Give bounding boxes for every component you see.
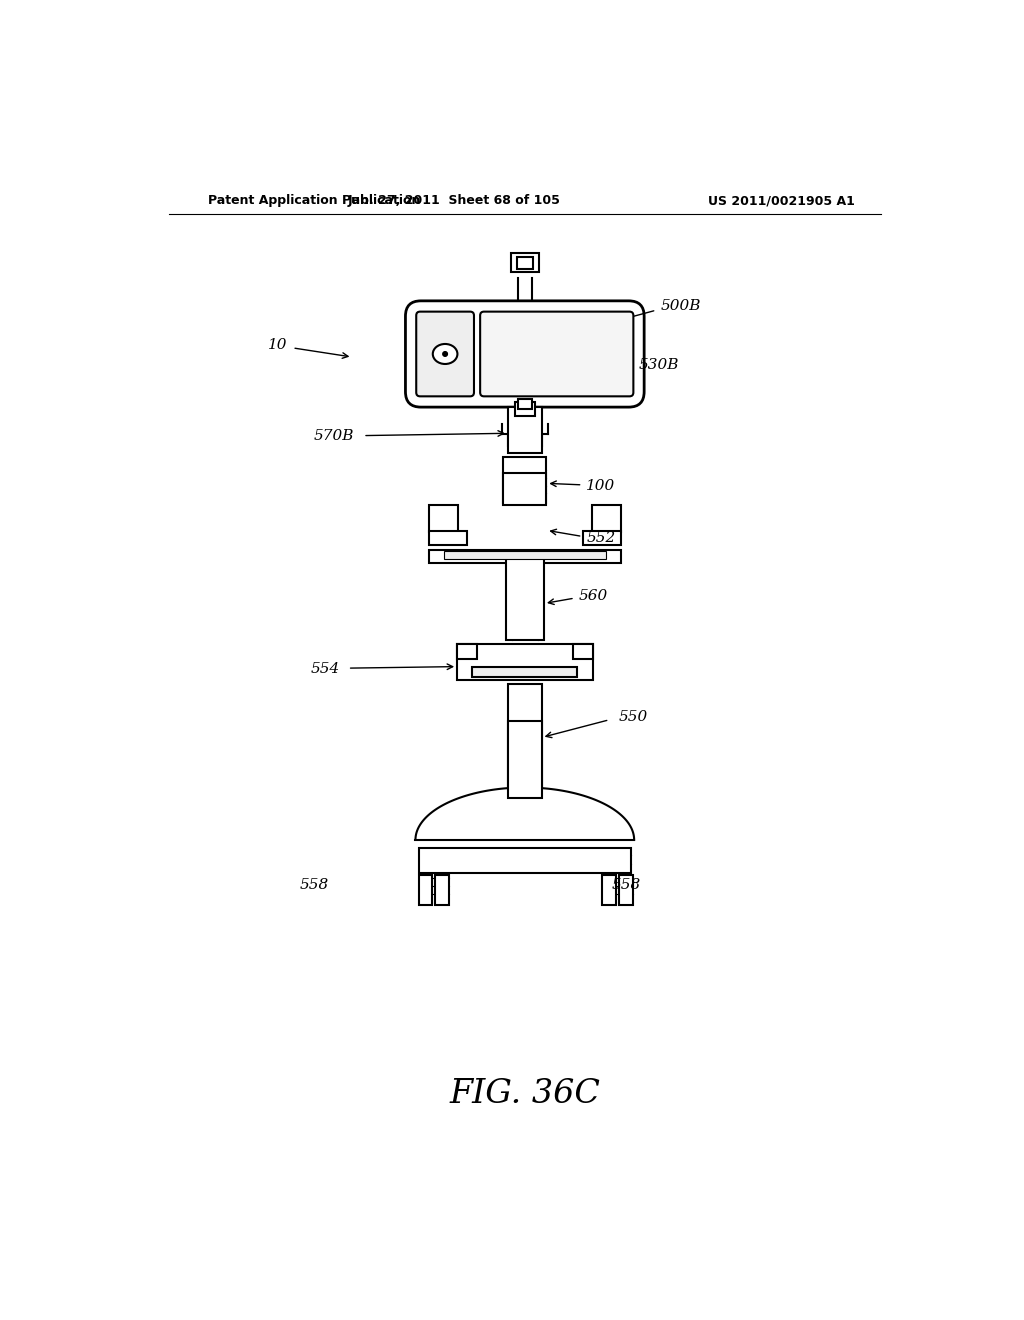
Text: 554: 554: [310, 661, 340, 676]
FancyBboxPatch shape: [592, 506, 621, 532]
Text: 530B: 530B: [639, 358, 679, 372]
FancyBboxPatch shape: [406, 301, 644, 407]
FancyBboxPatch shape: [515, 403, 535, 416]
FancyBboxPatch shape: [602, 875, 615, 906]
Text: 560: 560: [579, 589, 608, 603]
FancyBboxPatch shape: [416, 312, 474, 396]
Text: 500B: 500B: [660, 300, 700, 313]
Text: 558: 558: [300, 878, 330, 891]
FancyBboxPatch shape: [429, 506, 458, 532]
Text: 570B: 570B: [313, 429, 354, 442]
FancyBboxPatch shape: [457, 644, 593, 681]
Text: 552: 552: [587, 531, 615, 545]
FancyBboxPatch shape: [618, 875, 633, 906]
FancyBboxPatch shape: [429, 531, 467, 545]
FancyBboxPatch shape: [444, 552, 605, 558]
FancyBboxPatch shape: [419, 875, 432, 906]
Text: 550: 550: [618, 710, 648, 723]
FancyBboxPatch shape: [583, 531, 621, 545]
FancyBboxPatch shape: [508, 684, 542, 788]
Text: 558: 558: [611, 878, 641, 891]
FancyBboxPatch shape: [506, 554, 544, 640]
Text: 100: 100: [587, 479, 615, 492]
FancyBboxPatch shape: [518, 400, 531, 409]
FancyBboxPatch shape: [508, 721, 542, 797]
Circle shape: [442, 351, 447, 356]
Text: FIG. 36C: FIG. 36C: [450, 1078, 600, 1110]
FancyBboxPatch shape: [503, 457, 547, 503]
Ellipse shape: [433, 345, 458, 364]
Text: US 2011/0021905 A1: US 2011/0021905 A1: [708, 194, 855, 207]
FancyBboxPatch shape: [419, 847, 631, 873]
FancyBboxPatch shape: [503, 473, 547, 506]
FancyBboxPatch shape: [517, 257, 532, 268]
FancyBboxPatch shape: [435, 875, 450, 906]
FancyBboxPatch shape: [457, 644, 477, 659]
FancyBboxPatch shape: [572, 644, 593, 659]
FancyBboxPatch shape: [480, 312, 634, 396]
Text: Jan. 27, 2011  Sheet 68 of 105: Jan. 27, 2011 Sheet 68 of 105: [347, 194, 560, 207]
Text: 10: 10: [267, 338, 287, 351]
FancyBboxPatch shape: [511, 253, 539, 272]
FancyBboxPatch shape: [472, 668, 578, 677]
FancyBboxPatch shape: [429, 550, 621, 562]
Text: Patent Application Publication: Patent Application Publication: [208, 194, 420, 207]
FancyBboxPatch shape: [508, 407, 542, 453]
